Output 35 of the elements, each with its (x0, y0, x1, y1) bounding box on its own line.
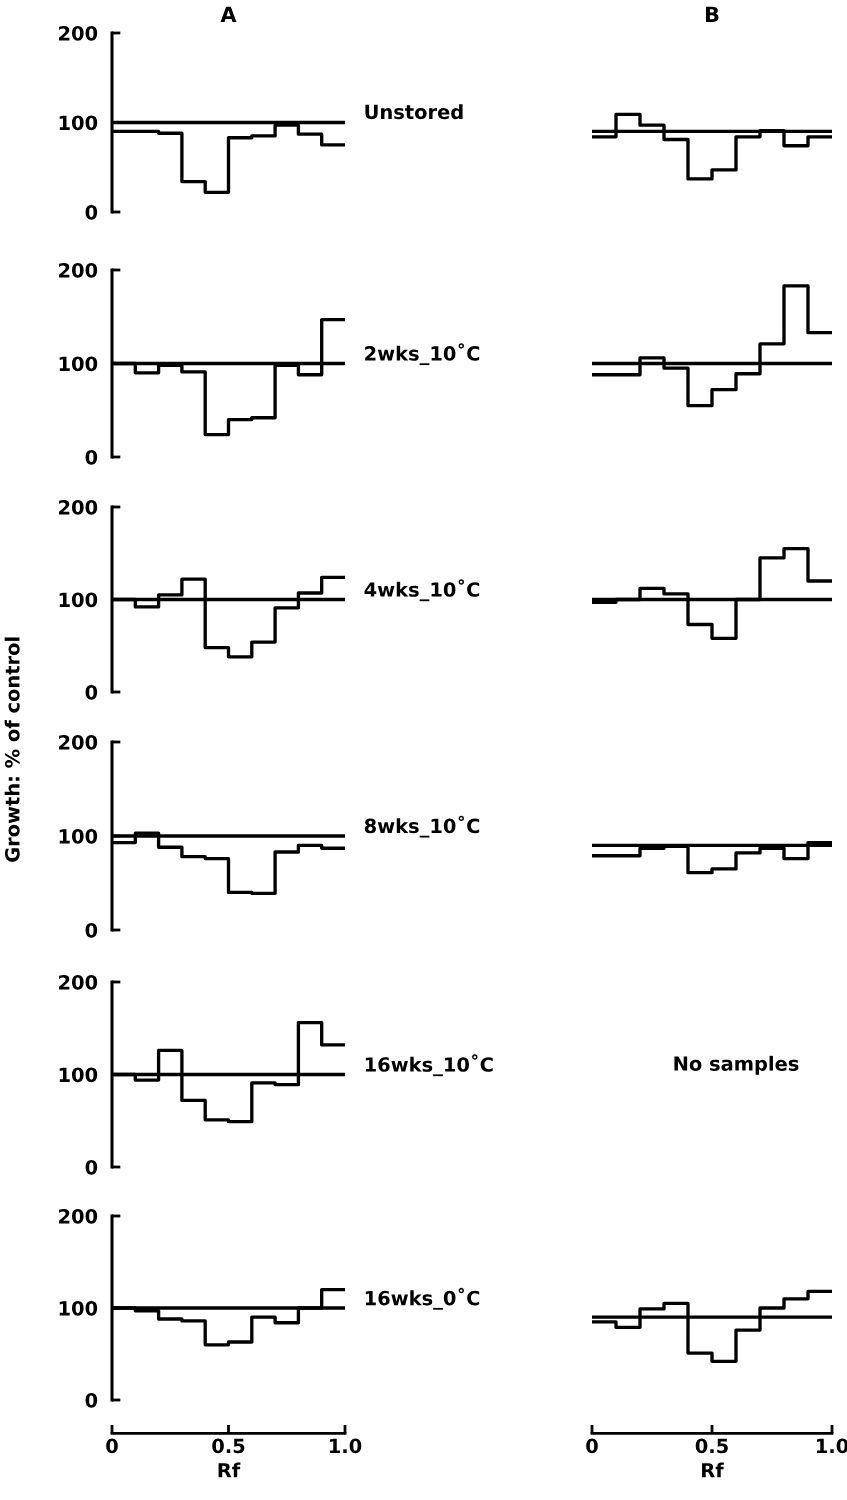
text: 2wks_10˚C (365, 343, 480, 366)
y-tick-label: 0 (85, 922, 98, 938)
y-tick-label: 100 (59, 115, 98, 131)
y-axis-title: Growth: % of control (4, 637, 20, 862)
text: 16wks_10˚C (365, 1054, 493, 1077)
y-tick-label: 200 (59, 734, 98, 750)
chart-title: A (220, 6, 237, 22)
x-tick-label: 0.5 (695, 1438, 728, 1454)
chart-title: B (705, 6, 719, 22)
x-tick-label: 0.5 (212, 1438, 245, 1454)
text: Unstored (365, 104, 463, 120)
y-tick-label: 200 (59, 262, 98, 278)
y-tick-label: 0 (85, 1392, 98, 1408)
y-tick-label: 0 (85, 449, 98, 465)
y-tick-label: 0 (85, 1159, 98, 1175)
y-tick-label: 100 (59, 828, 98, 844)
y-tick-label: 100 (59, 356, 98, 372)
x-tick-label: 0 (586, 1438, 598, 1454)
y-tick-label: 0 (85, 684, 98, 700)
y-tick-label: 200 (59, 499, 98, 515)
y-tick-label: 200 (59, 1208, 98, 1224)
y-tick-label: 200 (59, 974, 98, 990)
text: No samples (674, 1055, 799, 1075)
x-axis-title: Rf (218, 1462, 241, 1478)
text: 4wks_10˚C (364, 579, 480, 602)
text: 8wks_10˚C (364, 815, 480, 838)
y-tick-label: 100 (59, 592, 98, 608)
y-tick-label: 0 (85, 204, 98, 220)
x-tick-label: 1.0 (329, 1438, 362, 1454)
x-axis-title: Rf (702, 1462, 724, 1478)
x-tick-label: 0 (106, 1438, 118, 1454)
y-tick-label: 200 (59, 25, 98, 41)
y-tick-label: 100 (59, 1067, 98, 1083)
y-tick-label: 100 (59, 1300, 98, 1316)
text: 16wks_0˚C (365, 1287, 480, 1310)
